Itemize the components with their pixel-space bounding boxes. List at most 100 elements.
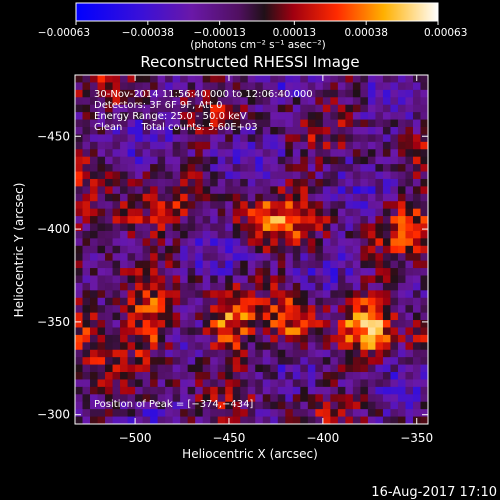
heatmap-cell	[247, 201, 256, 210]
heatmap-cell	[247, 372, 256, 380]
heatmap-cell	[225, 268, 234, 276]
heatmap-cell	[390, 216, 399, 224]
heatmap-cell	[345, 268, 354, 276]
heatmap-cell	[322, 401, 331, 410]
heatmap-cell	[142, 334, 151, 343]
heatmap-cell	[232, 216, 241, 224]
heatmap-cell	[315, 282, 324, 291]
heatmap-cell	[240, 201, 249, 210]
heatmap-cell	[247, 149, 256, 158]
heatmap-cell	[82, 186, 91, 195]
heatmap-cell	[255, 126, 264, 135]
heatmap-cell	[187, 401, 196, 410]
heatmap-cell	[277, 327, 286, 336]
heatmap-cell	[172, 193, 181, 202]
heatmap-cell	[165, 268, 174, 276]
heatmap-cell	[322, 230, 331, 239]
heatmap-cell	[315, 372, 324, 380]
heatmap-cell	[195, 282, 204, 291]
heatmap-cell	[202, 208, 211, 217]
heatmap-cell	[82, 75, 91, 83]
heatmap-cell	[367, 260, 376, 269]
heatmap-cell	[187, 357, 196, 365]
heatmap-cell	[217, 201, 226, 210]
heatmap-cell	[225, 349, 234, 358]
heatmap-cell	[112, 275, 121, 284]
heatmap-cell	[240, 349, 249, 358]
heatmap-cell	[412, 97, 421, 106]
heatmap-cell	[360, 401, 369, 410]
heatmap-cell	[127, 141, 136, 150]
heatmap-cell	[195, 320, 204, 328]
heatmap-cell	[232, 312, 241, 321]
heatmap-cell	[330, 327, 339, 336]
colorbar-tick-label: −0.00063	[38, 27, 90, 39]
heatmap-cell	[292, 297, 301, 306]
heatmap-cell	[210, 282, 219, 291]
heatmap-cell	[142, 97, 151, 106]
heatmap-cell	[142, 297, 151, 306]
heatmap-cell	[240, 223, 249, 232]
heatmap-cell	[397, 141, 406, 150]
heatmap-cell	[135, 223, 143, 232]
heatmap-cell	[90, 260, 98, 269]
heatmap-cell	[202, 97, 211, 106]
heatmap-cell	[255, 208, 264, 217]
heatmap-cell	[412, 253, 421, 262]
heatmap-cell	[232, 134, 241, 143]
heatmap-cell	[412, 372, 421, 380]
heatmap-cell	[195, 223, 204, 232]
heatmap-cell	[97, 238, 106, 247]
heatmap-cell	[277, 178, 286, 187]
heatmap-cell	[127, 290, 136, 299]
heatmap-cell	[270, 178, 279, 187]
heatmap-cell	[97, 297, 106, 306]
heatmap-cell	[412, 342, 421, 351]
heatmap-cell	[82, 253, 91, 262]
x-tick-label: −450	[212, 431, 245, 445]
x-tick-label: −400	[306, 431, 339, 445]
x-tick-label: −350	[400, 431, 433, 445]
heatmap-cell	[277, 282, 286, 291]
heatmap-cell	[180, 282, 189, 291]
heatmap-cell	[127, 89, 136, 98]
heatmap-cell	[135, 357, 143, 365]
heatmap-cell	[232, 253, 241, 262]
heatmap-cell	[322, 201, 331, 210]
heatmap-cell	[202, 223, 211, 232]
heatmap-cell	[375, 119, 384, 128]
heatmap-cell	[405, 409, 414, 417]
heatmap-cell	[375, 394, 384, 403]
heatmap-cell	[82, 82, 91, 91]
heatmap-cell	[382, 119, 391, 128]
heatmap-cell	[97, 186, 106, 195]
heatmap-cell	[315, 97, 324, 106]
heatmap-cell	[127, 282, 136, 291]
heatmap-cell	[352, 275, 361, 284]
heatmap-cell	[217, 141, 226, 150]
heatmap-cell	[405, 230, 414, 239]
heatmap-cell	[307, 268, 316, 276]
heatmap-cell	[232, 126, 241, 135]
heatmap-cell	[420, 119, 429, 128]
heatmap-cell	[82, 401, 91, 410]
heatmap-cell	[292, 134, 301, 143]
heatmap-cell	[247, 312, 256, 321]
heatmap-cell	[360, 89, 369, 98]
heatmap-cell	[285, 394, 294, 403]
heatmap-cell	[367, 253, 376, 262]
heatmap-cell	[240, 372, 249, 380]
heatmap-cell	[277, 386, 286, 395]
heatmap-cell	[405, 156, 414, 165]
heatmap-cell	[397, 379, 406, 388]
heatmap-cell	[240, 327, 249, 336]
heatmap-cell	[105, 156, 113, 165]
heatmap-cell	[165, 201, 174, 210]
heatmap-cell	[345, 238, 354, 247]
heatmap-cell	[322, 104, 331, 113]
heatmap-cell	[172, 349, 181, 358]
heatmap-cell	[390, 201, 399, 210]
heatmap-cell	[322, 282, 331, 291]
heatmap-cell	[172, 409, 181, 417]
heatmap-cell	[150, 201, 159, 210]
